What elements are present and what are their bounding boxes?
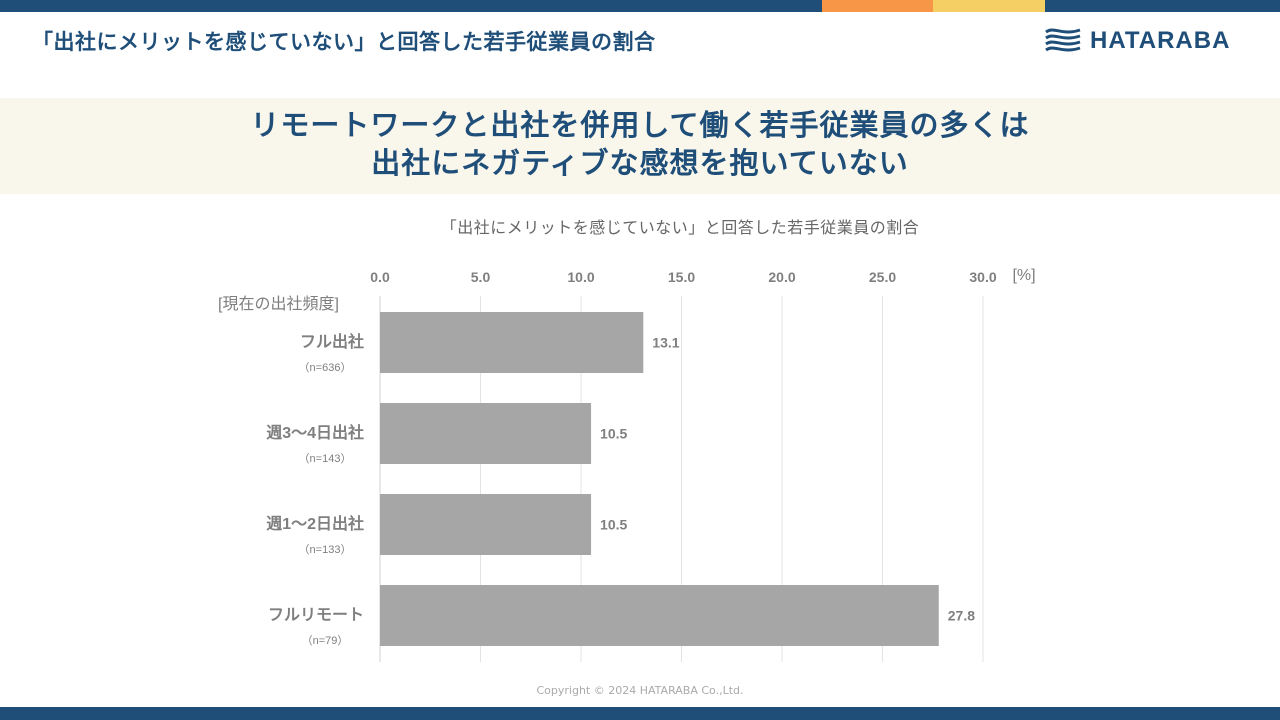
x-tick-label: 30.0 bbox=[969, 269, 996, 285]
category-label: フル出社 bbox=[300, 332, 364, 351]
bar-value-label: 27.8 bbox=[948, 608, 975, 624]
x-tick-label: 10.0 bbox=[567, 269, 594, 285]
x-tick-label: 25.0 bbox=[869, 269, 896, 285]
top-accent-orange bbox=[822, 0, 933, 12]
category-label: 週3〜4日出社 bbox=[266, 423, 364, 442]
y-axis-label: [現在の出社頻度] bbox=[218, 295, 339, 313]
x-tick-label: 0.0 bbox=[370, 269, 390, 285]
bottom-accent-bar bbox=[0, 707, 1280, 720]
category-sample-size: （n=636） bbox=[299, 361, 352, 374]
bar bbox=[380, 403, 592, 464]
bar bbox=[380, 585, 939, 646]
x-tick-label: 5.0 bbox=[471, 269, 491, 285]
copyright: Copyright © 2024 HATARABA Co.,Ltd. bbox=[536, 684, 744, 697]
headline-line-1: リモートワークと出社を併用して働く若手従業員の多くは bbox=[250, 108, 1030, 142]
hataraba-logo: HATARABA bbox=[1044, 26, 1230, 56]
x-tick-label: 15.0 bbox=[668, 269, 695, 285]
top-accent-yellow bbox=[933, 0, 1045, 12]
top-accent-bar bbox=[0, 0, 1280, 12]
chart-title: 「出社にメリットを感じていない」と回答した若手従業員の割合 bbox=[440, 218, 920, 237]
bar-value-label: 10.5 bbox=[600, 426, 627, 442]
bar-value-label: 13.1 bbox=[652, 335, 679, 351]
headline-line-2: 出社にネガティブな感想を抱いていない bbox=[371, 146, 909, 180]
x-tick-label: 20.0 bbox=[768, 269, 795, 285]
category-label: フルリモート bbox=[268, 607, 364, 624]
bar bbox=[380, 312, 644, 373]
bar bbox=[380, 494, 592, 555]
logo-text: HATARABA bbox=[1090, 27, 1231, 54]
headline-band: リモートワークと出社を併用して働く若手従業員の多くは 出社にネガティブな感想を抱… bbox=[0, 98, 1280, 194]
category-sample-size: （n=79） bbox=[302, 634, 349, 647]
x-unit-label: [%] bbox=[1012, 267, 1035, 284]
category-sample-size: （n=133） bbox=[299, 543, 352, 556]
bar-value-label: 10.5 bbox=[600, 517, 627, 533]
category-label: 週1〜2日出社 bbox=[266, 514, 364, 533]
page-title: 「出社にメリットを感じていない」と回答した若手従業員の割合 bbox=[32, 30, 656, 54]
wave-logo-icon bbox=[1045, 28, 1081, 52]
category-sample-size: （n=143） bbox=[299, 452, 352, 465]
